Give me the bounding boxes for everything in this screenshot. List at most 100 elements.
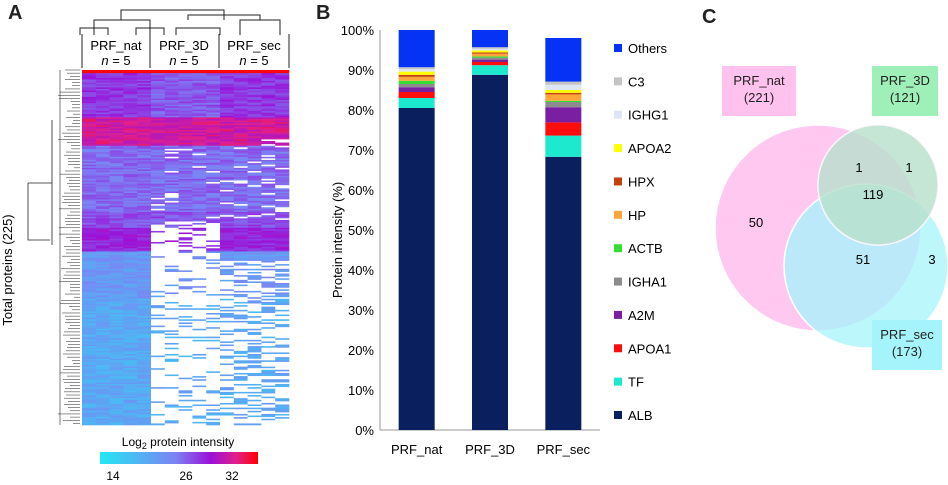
heatmap-cell (247, 79, 262, 82)
heatmap-cell (123, 77, 138, 80)
heatmap-cell (275, 311, 290, 314)
heatmap-cell (82, 73, 97, 76)
heatmap-cell (82, 305, 97, 307)
heatmap-cell (82, 207, 97, 210)
heatmap-cell (109, 259, 124, 262)
heatmap-cell (123, 347, 138, 350)
heatmap-cell (261, 271, 276, 274)
heatmap-cell (261, 283, 276, 285)
heatmap-cell (178, 76, 193, 79)
heatmap-cell (123, 330, 138, 333)
heatmap-cell (109, 276, 124, 279)
heatmap-cell (206, 347, 221, 350)
heatmap-cell (220, 193, 235, 195)
heatmap-cell (192, 409, 207, 412)
heatmap-cell (247, 99, 262, 102)
heatmap-cell (178, 309, 193, 312)
heatmap-cell (82, 417, 97, 419)
heatmap-cell (261, 309, 276, 312)
heatmap-cell (220, 306, 235, 309)
heatmap-cell (275, 131, 290, 134)
heatmap-cell (95, 376, 110, 378)
heatmap-cell (192, 412, 207, 415)
heatmap-cell (164, 208, 179, 211)
heatmap-cell (178, 223, 193, 225)
heatmap-cell (164, 150, 179, 153)
heatmap-cell (137, 115, 152, 118)
heatmap-cell (95, 153, 110, 156)
heatmap-cell (151, 240, 166, 243)
heatmap-cell (247, 120, 262, 123)
heatmap-cell (192, 150, 207, 153)
heatmap-cell (206, 380, 221, 383)
heatmap-cell (109, 260, 124, 263)
heatmap-cell (123, 267, 138, 270)
heatmap-cell (247, 295, 262, 298)
heatmap-cell (192, 417, 207, 419)
heatmap-cell (275, 129, 290, 132)
heatmap-cell (206, 197, 221, 200)
heatmap-cell (137, 87, 152, 90)
bar-y-tick-label: 50% (348, 223, 374, 238)
heatmap-cell (82, 81, 97, 83)
heatmap-cell (233, 84, 248, 87)
heatmap-cell (233, 328, 248, 331)
heatmap-cell (192, 357, 207, 360)
heatmap-cell (233, 159, 248, 162)
heatmap-cell (261, 395, 276, 397)
heatmap-cell (275, 112, 290, 115)
heatmap-cell (109, 423, 124, 426)
heatmap-cell (151, 393, 166, 396)
heatmap-cell (261, 90, 276, 93)
heatmap-cell (261, 141, 276, 143)
heatmap-cell (233, 212, 248, 214)
heatmap-cell (247, 175, 262, 178)
heatmap-cell (95, 320, 110, 323)
heatmap-cell (178, 205, 193, 208)
heatmap-cell (220, 207, 235, 210)
heatmap-cell (164, 278, 179, 281)
heatmap-cell (206, 271, 221, 274)
heatmap-cell (164, 346, 179, 348)
heatmap-cell (220, 163, 235, 165)
heatmap-cell (164, 286, 179, 289)
heatmap-cell (233, 238, 248, 241)
heatmap-cell (247, 188, 262, 191)
heatmap-cell (275, 253, 290, 255)
heatmap-cell (206, 338, 221, 341)
heatmap-cell (178, 87, 193, 90)
heatmap-cell (220, 406, 235, 408)
heatmap-cell (261, 107, 276, 110)
heatmap-cell (178, 96, 193, 99)
heatmap-cell (247, 383, 262, 386)
heatmap-cell (233, 423, 248, 426)
heatmap-cell (261, 88, 276, 91)
heatmap-cell (123, 177, 138, 180)
heatmap-cell (275, 267, 290, 270)
heatmap-cell (178, 172, 193, 175)
heatmap-cell (220, 300, 235, 303)
heatmap-cell (275, 183, 290, 186)
heatmap-cell (220, 374, 235, 377)
heatmap-cell (261, 158, 276, 161)
heatmap-cell (192, 74, 207, 77)
heatmap-cell (220, 150, 235, 153)
heatmap-cell (220, 328, 235, 331)
heatmap-cell (206, 221, 221, 224)
heatmap-cell (247, 122, 262, 124)
heatmap-cell (151, 413, 166, 416)
heatmap-cell (123, 268, 138, 271)
heatmap-cell (220, 254, 235, 257)
heatmap-cell (206, 396, 221, 399)
heatmap-cell (109, 174, 124, 177)
heatmap-cell (164, 191, 179, 194)
heatmap-cell (95, 224, 110, 227)
heatmap-cell (82, 142, 97, 145)
heatmap-cell (247, 197, 262, 200)
heatmap-cell (261, 393, 276, 396)
heatmap-cell (151, 417, 166, 419)
heatmap-cell (192, 125, 207, 128)
heatmap-cell (192, 294, 207, 296)
heatmap-cell (261, 98, 276, 101)
heatmap-cell (82, 316, 97, 319)
